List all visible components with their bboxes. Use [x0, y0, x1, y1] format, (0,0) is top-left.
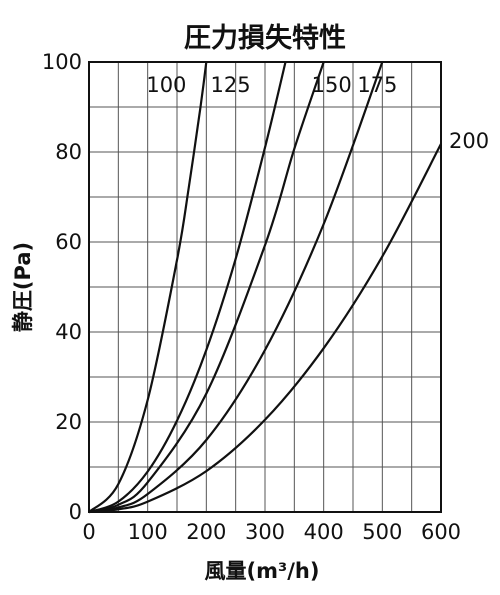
series-line-100 [88, 61, 208, 513]
series-line-175 [88, 61, 384, 514]
series-label-100: 100 [146, 73, 186, 97]
x-tick-labels: 0 100 200 300 400 500 600 [82, 520, 461, 544]
y-tick-label: 60 [55, 230, 82, 254]
chart-title: 圧力損失特性 [184, 23, 346, 54]
series-line-150 [88, 61, 325, 514]
series-line-125 [88, 61, 287, 514]
x-tick-label: 0 [82, 520, 95, 544]
series-labels: 100 125 150 175 200 [146, 73, 489, 153]
y-tick-label: 80 [55, 140, 82, 164]
y-tick-label: 100 [42, 50, 82, 74]
grid [88, 61, 442, 513]
y-tick-label: 40 [55, 320, 82, 344]
y-tick-label: 20 [55, 410, 82, 434]
x-tick-label: 600 [421, 520, 461, 544]
x-tick-label: 400 [304, 520, 344, 544]
y-tick-label: 0 [69, 500, 82, 524]
series-label-150: 150 [312, 73, 352, 97]
x-tick-label: 200 [186, 520, 226, 544]
x-axis-label: 風量(m³/h) [205, 559, 320, 583]
plot-frame [88, 61, 442, 513]
x-tick-label: 100 [128, 520, 168, 544]
series-label-200: 200 [449, 129, 489, 153]
y-tick-labels: 0 20 40 60 80 100 [42, 50, 82, 524]
x-tick-label: 500 [362, 520, 402, 544]
series-label-125: 125 [211, 73, 251, 97]
x-tick-label: 300 [245, 520, 285, 544]
series-label-175: 175 [357, 73, 397, 97]
series-curves [88, 61, 442, 514]
series-line-200 [88, 143, 442, 514]
y-axis-label: 静圧(Pa) [11, 242, 35, 332]
